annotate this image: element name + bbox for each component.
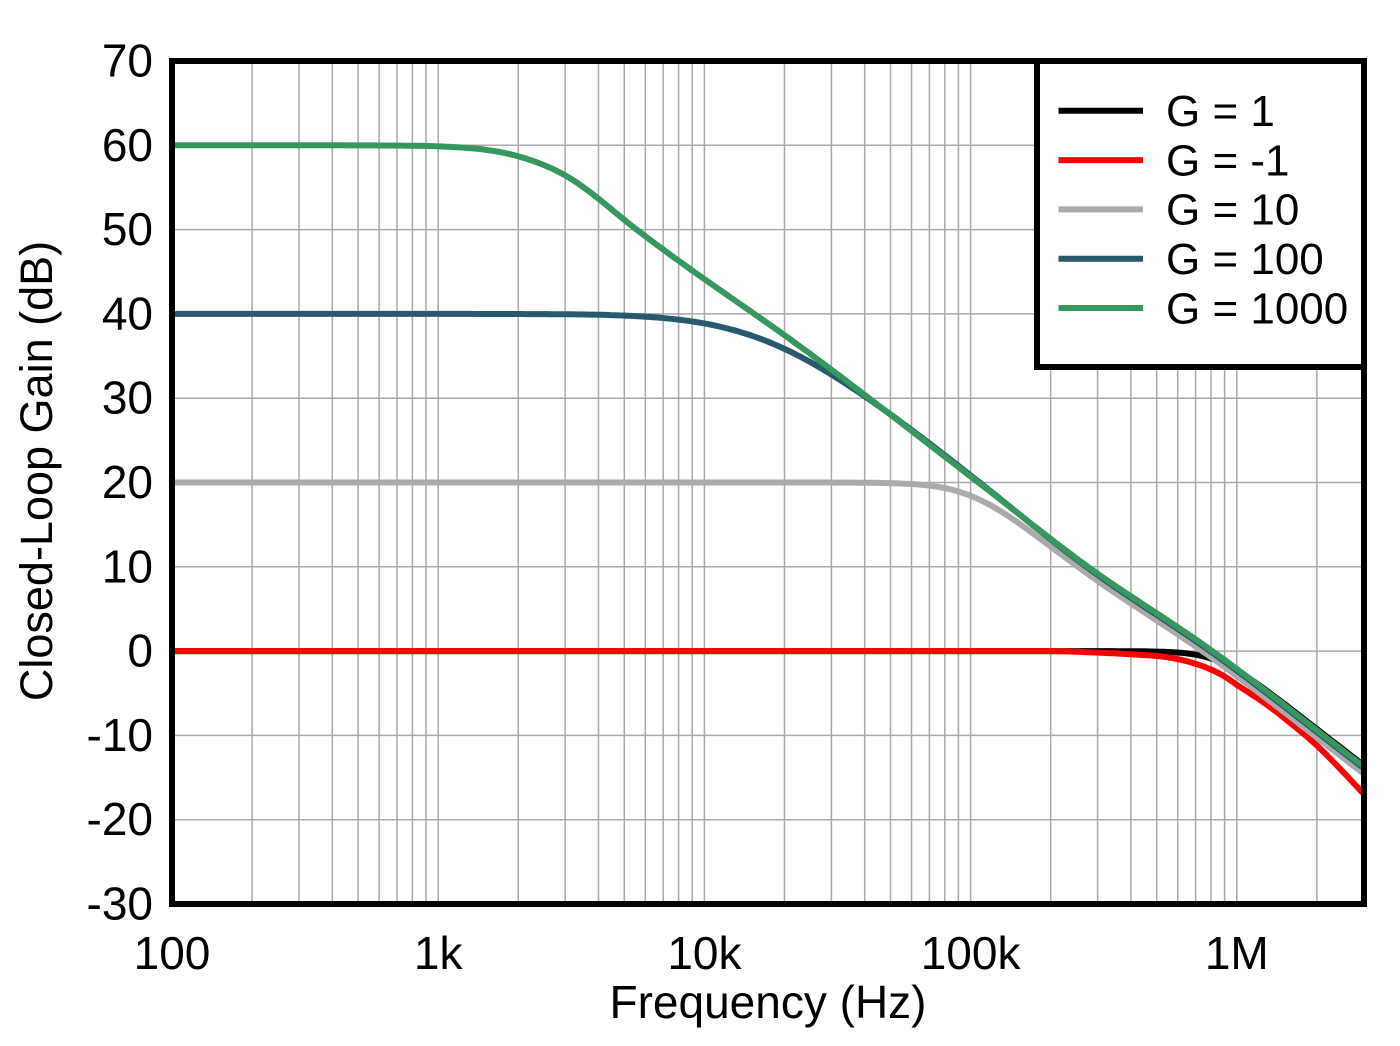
svg-text:100: 100 xyxy=(134,927,211,979)
svg-text:100k: 100k xyxy=(921,927,1022,979)
svg-text:G = 1: G = 1 xyxy=(1166,87,1275,136)
svg-text:G = 1000: G = 1000 xyxy=(1166,284,1348,333)
svg-text:1M: 1M xyxy=(1205,927,1269,979)
svg-text:1k: 1k xyxy=(414,927,464,979)
svg-text:40: 40 xyxy=(102,287,153,339)
svg-text:60: 60 xyxy=(102,119,153,171)
svg-text:50: 50 xyxy=(102,203,153,255)
svg-text:30: 30 xyxy=(102,372,153,424)
svg-text:10: 10 xyxy=(102,540,153,592)
svg-text:-30: -30 xyxy=(87,878,153,930)
svg-text:Frequency (Hz): Frequency (Hz) xyxy=(610,976,927,1028)
svg-text:G = 100: G = 100 xyxy=(1166,235,1324,284)
svg-text:-10: -10 xyxy=(87,709,153,761)
svg-text:0: 0 xyxy=(127,625,153,677)
svg-text:G = 10: G = 10 xyxy=(1166,186,1299,235)
svg-text:Closed-Loop Gain (dB): Closed-Loop Gain (dB) xyxy=(11,241,62,701)
svg-text:70: 70 xyxy=(102,35,153,87)
svg-text:G = -1: G = -1 xyxy=(1166,136,1290,185)
svg-text:10k: 10k xyxy=(667,927,742,979)
svg-text:20: 20 xyxy=(102,456,153,508)
svg-text:-20: -20 xyxy=(87,793,153,845)
